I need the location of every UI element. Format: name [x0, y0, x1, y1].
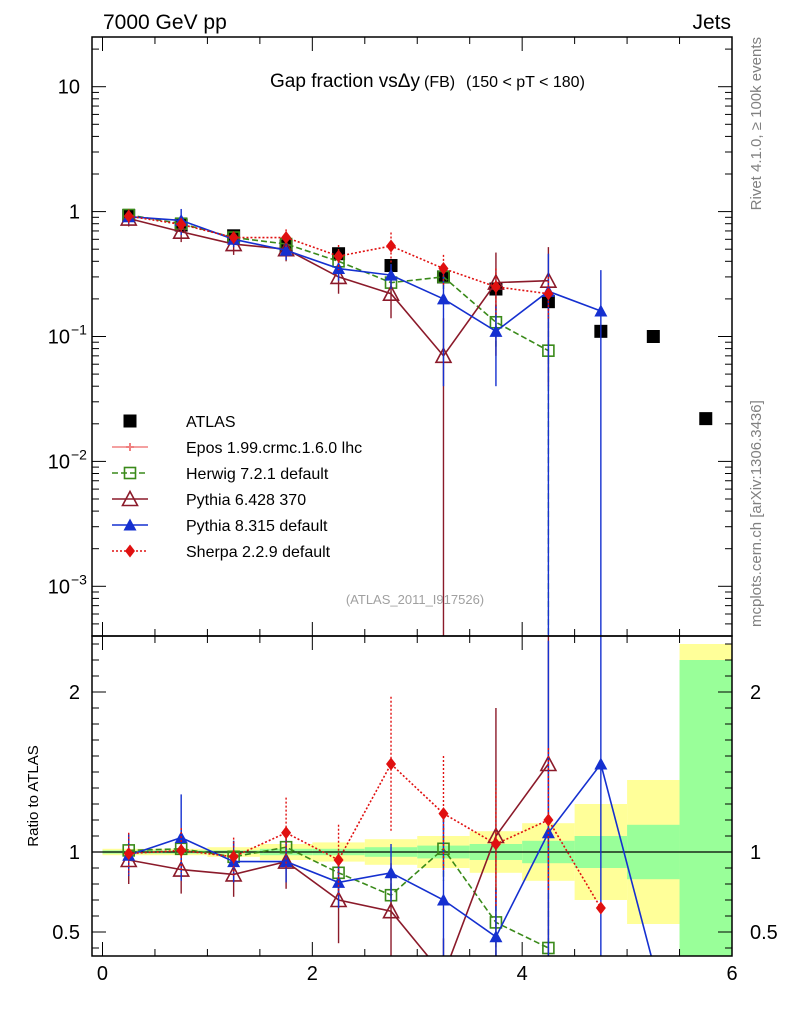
chart-title-suffix: (FB) [424, 74, 455, 91]
analysis-watermark: (ATLAS_2011_I917526) [346, 592, 484, 607]
legend-entry: Pythia 6.428 370 [112, 489, 306, 509]
legend-marker [123, 414, 137, 428]
ratio-data-point [436, 968, 451, 982]
main-data-point [386, 239, 397, 253]
main-data-point [382, 284, 400, 302]
main-data-point [490, 280, 501, 294]
main-data-point [436, 292, 450, 305]
chart-title: Gap fraction vsΔy [270, 71, 420, 92]
ratio-series-line [128, 762, 602, 909]
main-y-tick-label: 10 [48, 451, 70, 473]
ratio-data-point [490, 837, 501, 851]
main-data-point [333, 249, 344, 263]
ratio-y-tick-label-right: 0.5 [750, 922, 778, 944]
ratio-data-point [333, 853, 344, 867]
main-data-point [228, 231, 239, 245]
legend-entry: Sherpa 2.2.9 default [112, 544, 331, 561]
ratio-data-point [594, 757, 608, 770]
ratio-uncertainty-bands [92, 644, 732, 956]
mcplots-label: mcplots.cern.ch [arXiv:1306.3436] [748, 400, 765, 627]
main-data-point [699, 412, 713, 426]
legend-entry: ATLAS [123, 414, 236, 431]
ratio-y-tick-label: 2 [69, 682, 80, 704]
legend-marker [125, 544, 135, 558]
ratio-series-layer [119, 636, 660, 982]
main-series-atlas [122, 209, 713, 426]
stat-uncertainty-band [679, 660, 732, 956]
main-data-point [594, 304, 608, 317]
ratio-data-point [123, 847, 134, 861]
legend-label: Pythia 6.428 370 [186, 492, 306, 509]
ratio-data-point [228, 850, 239, 864]
main-data-point [438, 262, 449, 276]
ratio-data-point [647, 958, 660, 970]
ratio-data-point [438, 807, 449, 821]
ratio-y-tick-label: 1 [69, 842, 80, 864]
legend-label: Sherpa 2.2.9 default [186, 544, 331, 561]
ratio-data-point [382, 902, 400, 919]
main-data-point [329, 267, 348, 285]
main-data-point [281, 231, 292, 245]
main-series-line [128, 215, 602, 333]
ratio-y-tick-label-right: 2 [750, 682, 761, 704]
ratio-y-tick-label: 0.5 [52, 922, 80, 944]
main-y-tick-exponent: −2 [71, 446, 87, 462]
ratio-series-pythia-6-428-370 [119, 636, 558, 982]
main-series-pythia-8-315-default [122, 208, 608, 636]
main-series-sherpa-2-2-9-default [123, 209, 554, 319]
main-data-point [279, 243, 293, 256]
main-data-point [543, 287, 554, 301]
main-series-layer [119, 208, 713, 636]
legend-label: Herwig 7.2.1 default [186, 466, 329, 483]
main-data-point [332, 262, 346, 275]
ratio-y-tick-label-right: 1 [750, 842, 761, 864]
energy-label: 7000 GeV pp [103, 11, 227, 34]
chart-title-cut: (150 < pT < 180) [466, 74, 585, 91]
legend: ATLAS Epos 1.99.crmc.1.6.0 lhc Herwig 7.2.… [112, 414, 362, 561]
ratio-x-tick-label: 2 [307, 963, 318, 985]
main-data-point [172, 222, 191, 240]
main-data-point [646, 330, 660, 343]
legend-entry: Pythia 8.315 default [112, 518, 328, 535]
ratio-data-point [281, 826, 292, 840]
ratio-x-tick-label: 0 [97, 963, 108, 985]
process-label: Jets [692, 11, 731, 34]
legend-entry: Epos 1.99.crmc.1.6.0 lhc [112, 440, 362, 457]
main-data-point [489, 324, 503, 337]
ratio-data-point [595, 901, 606, 915]
ratio-data-point [436, 893, 450, 906]
main-data-point [384, 268, 398, 281]
ratio-plot-frame [91, 635, 733, 957]
legend-marker [121, 489, 139, 507]
main-y-tick-label: 10 [58, 77, 80, 99]
ratio-data-point [279, 855, 293, 868]
main-y-tick-label: 1 [69, 202, 80, 224]
ratio-data-point [543, 813, 554, 827]
ratio-ylabel: Ratio to ATLAS [25, 745, 42, 846]
main-y-tick-label: 10 [48, 327, 70, 349]
ratio-data-point [386, 757, 397, 771]
rivet-version-label: Rivet 4.1.0, ≥ 100k events [748, 37, 765, 210]
legend-marker [123, 466, 137, 480]
main-y-tick-exponent: −1 [71, 322, 87, 338]
main-y-tick-exponent: −3 [71, 571, 87, 587]
ratio-data-point [489, 930, 503, 943]
legend-marker [123, 518, 137, 531]
ratio-data-point [176, 843, 187, 857]
legend-entry: Herwig 7.2.1 default [112, 466, 329, 483]
ratio-x-tick-label: 6 [726, 963, 737, 985]
ratio-series-sherpa-2-2-9-default [123, 696, 606, 915]
main-y-tick-label: 10 [48, 576, 70, 598]
legend-label: Pythia 8.315 default [186, 518, 328, 535]
legend-marker [126, 443, 134, 451]
legend-label: ATLAS [186, 414, 236, 431]
main-data-point [176, 217, 187, 231]
ratio-x-tick-label: 4 [517, 963, 528, 985]
legend-label: Epos 1.99.crmc.1.6.0 lhc [186, 440, 362, 457]
main-data-point [123, 209, 134, 223]
ratio-data-point [384, 866, 398, 879]
